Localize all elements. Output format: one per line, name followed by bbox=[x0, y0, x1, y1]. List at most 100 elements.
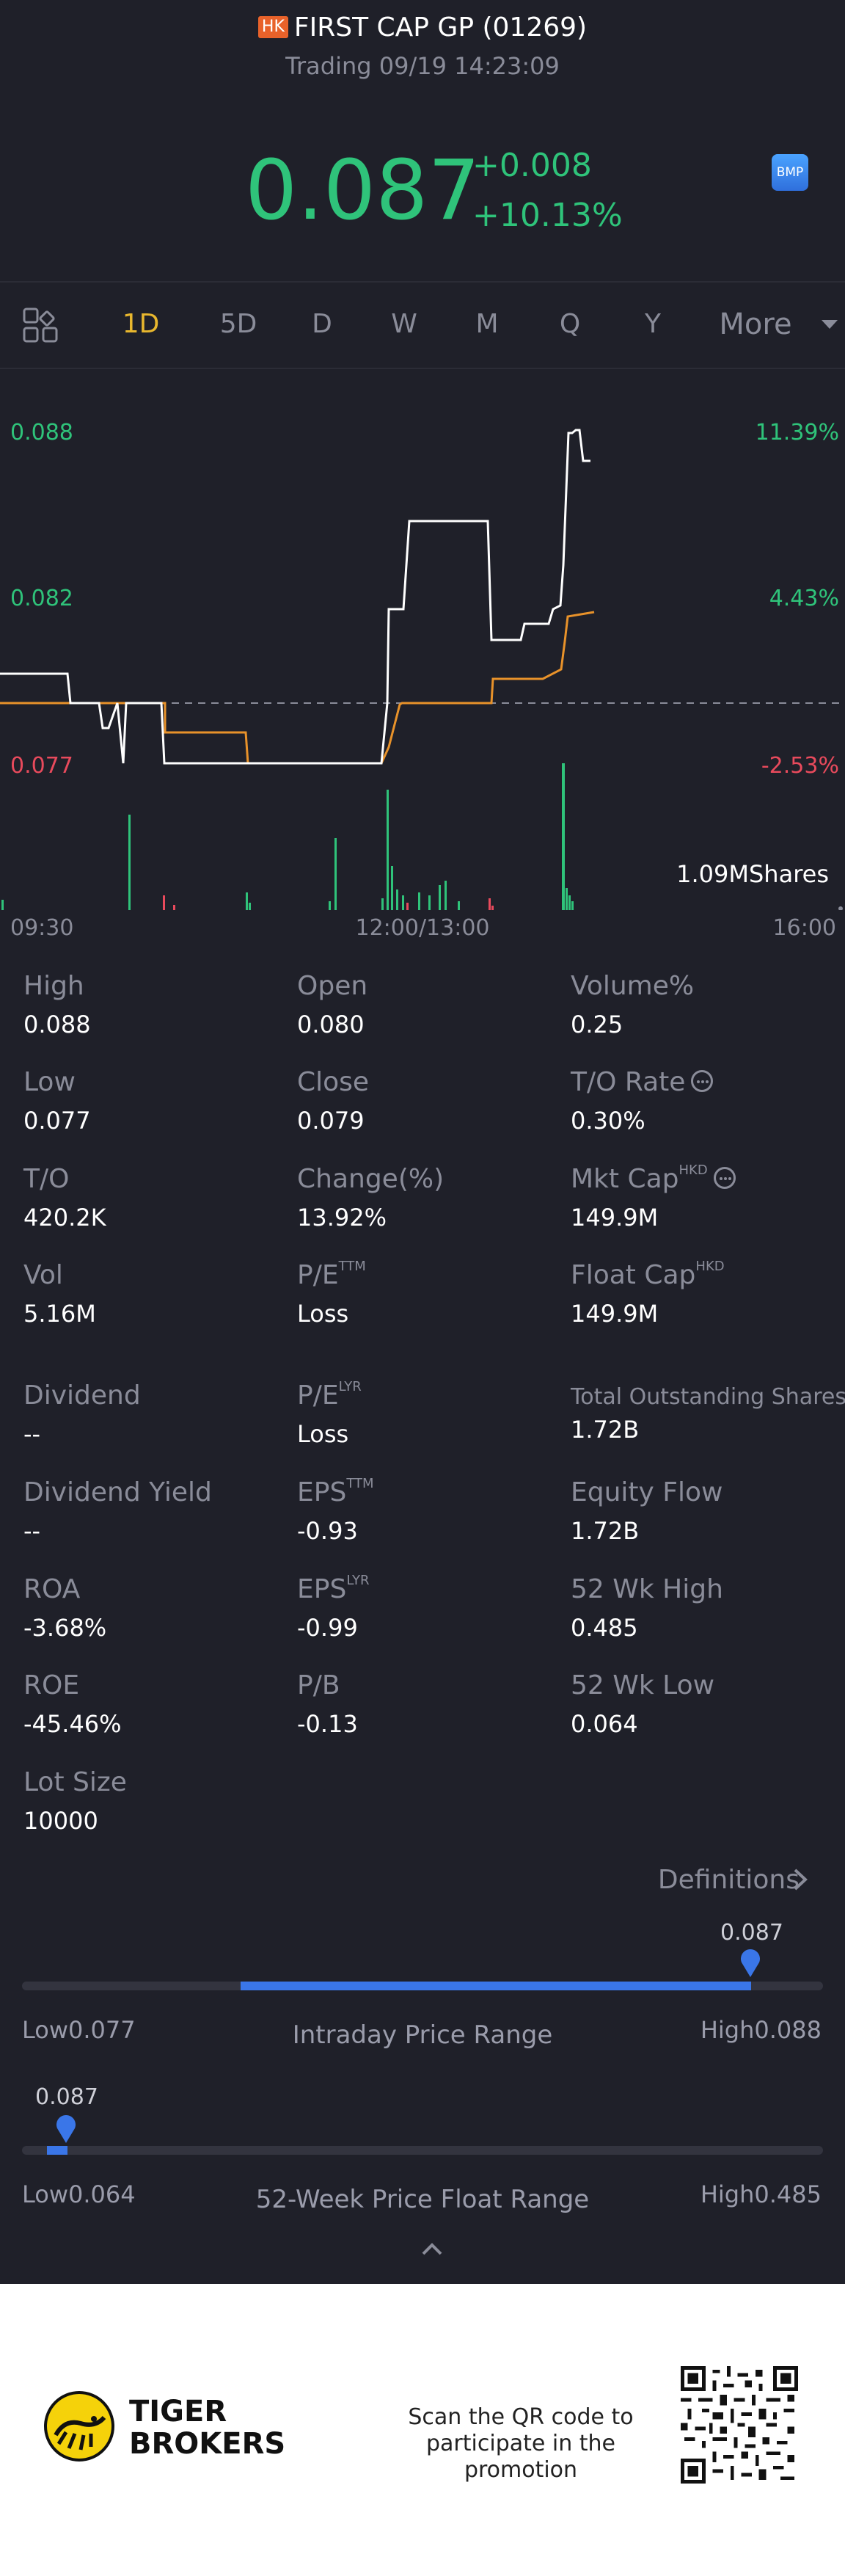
volume-bar bbox=[445, 881, 447, 910]
stat-value-dividend: -- bbox=[23, 1420, 41, 1448]
pct-label-mid: 4.43% bbox=[769, 586, 839, 611]
volume-bar bbox=[381, 898, 384, 910]
stat-value-eps-ttm: -0.93 bbox=[297, 1517, 358, 1545]
stat-value-dividend-yield: -- bbox=[23, 1517, 41, 1545]
stat-value-high: 0.088 bbox=[23, 1011, 91, 1038]
brand-line-2: BROKERS bbox=[129, 2427, 286, 2461]
volume-bar bbox=[562, 763, 565, 910]
stat-label-total-shares: Total Outstanding Shares bbox=[571, 1384, 845, 1410]
volume-bar bbox=[334, 838, 337, 910]
stat-value-to-rate: 0.30% bbox=[571, 1107, 645, 1135]
tab-m[interactable]: M bbox=[475, 309, 499, 339]
stat-label-float-cap: Float CapHKD bbox=[571, 1259, 725, 1291]
stat-label-lot-size: Lot Size bbox=[23, 1767, 127, 1797]
stat-value-close: 0.079 bbox=[297, 1107, 365, 1135]
tab-y[interactable]: Y bbox=[645, 309, 661, 339]
week52-range-track bbox=[22, 2146, 823, 2155]
tiger-logo-icon bbox=[44, 2391, 114, 2462]
volume-bar bbox=[1, 900, 4, 910]
stat-label-low: Low bbox=[23, 1067, 76, 1097]
volume-total: 1.09MShares bbox=[676, 860, 829, 888]
stat-label-turnover: T/O bbox=[23, 1164, 70, 1194]
volume-bar bbox=[396, 889, 398, 910]
stat-label-mkt-cap: Mkt CapHKD bbox=[571, 1160, 736, 1198]
volume-bar bbox=[387, 790, 389, 910]
chevron-right-icon[interactable] bbox=[789, 1868, 811, 1891]
tab-w[interactable]: W bbox=[391, 309, 417, 339]
stat-value-52wk-low: 0.064 bbox=[571, 1710, 638, 1738]
volume-bar bbox=[402, 895, 404, 910]
price-change-percent: +10.13% bbox=[472, 197, 623, 234]
intraday-chart[interactable] bbox=[0, 396, 845, 910]
stat-label-pe-ttm: P/ETTM bbox=[297, 1259, 366, 1291]
stat-label-vol: Vol bbox=[23, 1260, 63, 1290]
x-tick-midday: 12:00/13:00 bbox=[355, 915, 490, 941]
tab-more[interactable]: More bbox=[719, 308, 792, 341]
market-badge: HK bbox=[257, 16, 288, 38]
chevron-down-icon[interactable] bbox=[822, 320, 838, 329]
definitions-link[interactable]: Definitions bbox=[657, 1865, 800, 1895]
stat-value-pe-ttm: Loss bbox=[297, 1300, 349, 1328]
qr-code-icon[interactable] bbox=[681, 2366, 798, 2484]
tab-d[interactable]: D bbox=[312, 309, 332, 339]
stat-label-52wk-low: 52 Wk Low bbox=[571, 1670, 715, 1700]
pct-label-low: -2.53% bbox=[761, 753, 839, 779]
volume-bar bbox=[391, 866, 393, 910]
volume-bar bbox=[249, 903, 251, 910]
period-tab-bar bbox=[0, 281, 845, 369]
volume-bar bbox=[246, 892, 248, 910]
volume-bar bbox=[571, 901, 574, 910]
volume-bars bbox=[1, 763, 574, 910]
week52-marker-icon bbox=[56, 2115, 76, 2143]
chart-end-dot bbox=[838, 906, 843, 910]
intraday-marker-icon bbox=[741, 1949, 760, 1977]
chevron-up-icon[interactable] bbox=[421, 2241, 443, 2256]
tab-1d[interactable]: 1D bbox=[122, 309, 160, 339]
volume-bar bbox=[173, 905, 175, 910]
intraday-high: High0.088 bbox=[700, 2016, 822, 2044]
stat-value-roe: -45.46% bbox=[23, 1710, 122, 1738]
more-info-icon[interactable] bbox=[713, 1167, 736, 1189]
stat-label-roa: ROA bbox=[23, 1574, 81, 1604]
more-info-icon[interactable] bbox=[691, 1070, 714, 1092]
x-tick-open: 09:30 bbox=[10, 915, 74, 941]
stat-label-52wk-high: 52 Wk High bbox=[571, 1574, 723, 1604]
week52-range-title: 52-Week Price Float Range bbox=[255, 2185, 590, 2214]
stat-label-close: Close bbox=[297, 1067, 370, 1097]
volume-bar bbox=[458, 901, 460, 910]
pct-label-high: 11.39% bbox=[755, 420, 839, 445]
stat-value-roa: -3.68% bbox=[23, 1614, 107, 1642]
stat-value-turnover: 420.2K bbox=[23, 1204, 106, 1231]
volume-bar bbox=[329, 901, 331, 910]
price-change: +0.008 bbox=[472, 147, 592, 184]
stock-title: HK FIRST CAP GP (01269) bbox=[0, 7, 845, 48]
stat-label-pb: P/B bbox=[297, 1670, 340, 1700]
tab-5d[interactable]: 5D bbox=[219, 309, 257, 339]
stat-label-dividend-yield: Dividend Yield bbox=[23, 1477, 212, 1507]
price-line bbox=[0, 429, 590, 765]
layout-grid-icon[interactable] bbox=[22, 307, 59, 343]
week52-low: Low0.064 bbox=[22, 2180, 136, 2208]
stat-value-pe-lyr: Loss bbox=[297, 1420, 349, 1448]
volume-bar bbox=[163, 895, 165, 910]
stat-label-equity-flow: Equity Flow bbox=[571, 1477, 723, 1507]
volume-bar bbox=[568, 895, 571, 910]
stat-label-roe: ROE bbox=[23, 1670, 80, 1700]
y-label-high: 0.088 bbox=[10, 420, 73, 445]
stat-value-float-cap: 149.9M bbox=[571, 1300, 659, 1328]
stat-value-equity-flow: 1.72B bbox=[571, 1517, 640, 1545]
week52-high: High0.485 bbox=[700, 2180, 822, 2208]
x-tick-close: 16:00 bbox=[772, 915, 836, 941]
week52-range-fill bbox=[47, 2146, 67, 2155]
bmp-badge[interactable]: BMP bbox=[772, 154, 808, 191]
volume-bar bbox=[428, 895, 431, 910]
promo-line-2: participate in the promotion bbox=[426, 2431, 615, 2483]
intraday-low: Low0.077 bbox=[22, 2016, 136, 2044]
stat-label-eps-lyr: EPSLYR bbox=[297, 1573, 370, 1605]
stat-value-52wk-high: 0.485 bbox=[571, 1614, 638, 1642]
stat-value-change-pct: 13.92% bbox=[297, 1204, 387, 1231]
tab-q[interactable]: Q bbox=[559, 309, 581, 339]
stat-label-volume-pct: Volume% bbox=[571, 971, 695, 1001]
stat-label-eps-ttm: EPSTTM bbox=[297, 1476, 374, 1508]
brand-line-1: TIGER bbox=[129, 2395, 227, 2428]
